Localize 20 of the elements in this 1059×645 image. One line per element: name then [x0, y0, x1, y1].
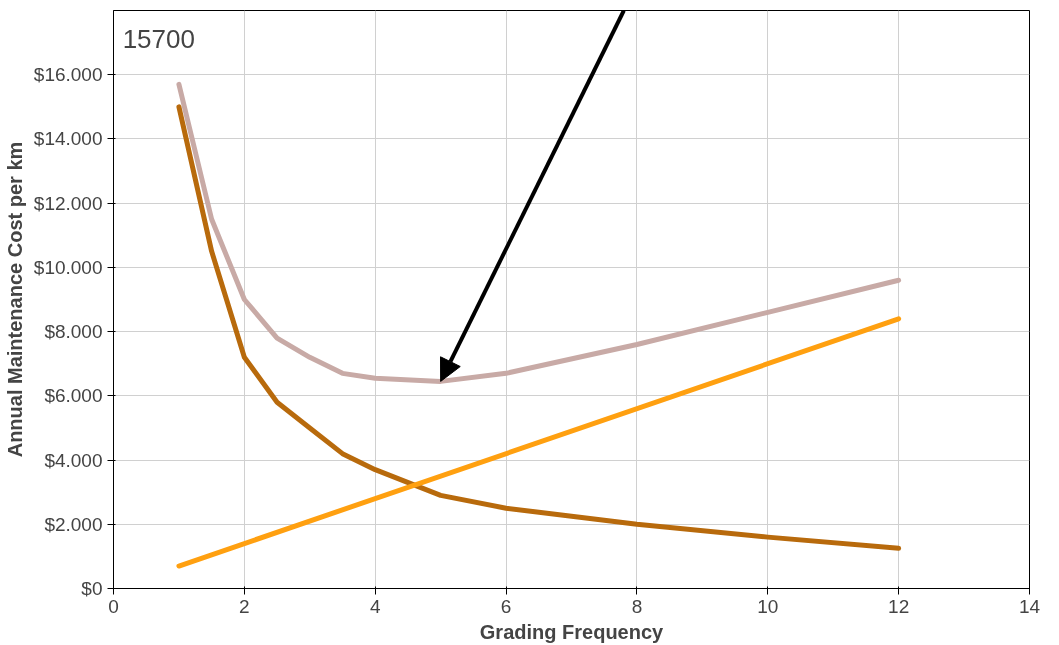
- x-tick-label: 8: [631, 595, 643, 617]
- y-tick-label: $10.000: [33, 256, 103, 278]
- y-tick-label: $14.000: [33, 128, 103, 150]
- y-tick-label: $4.000: [44, 449, 103, 471]
- annotation: 15700: [122, 24, 195, 55]
- y-tick-label: $6.000: [44, 385, 103, 407]
- x-tick-label: 12: [888, 595, 910, 617]
- x-tick-label: 14: [1018, 595, 1041, 617]
- x-tick-label: 2: [239, 595, 250, 617]
- x-tick-label: 4: [369, 595, 381, 617]
- x-tick-label: 6: [500, 595, 512, 617]
- y-tick-label: $2.000: [44, 513, 103, 535]
- y-tick-label: $0: [81, 578, 103, 599]
- y-tick-label: $16.000: [33, 64, 103, 86]
- x-tick-label: 10: [757, 595, 779, 617]
- y-tick-label: $12.000: [33, 192, 103, 214]
- x-tick-label: 0: [108, 595, 119, 617]
- y-axis-title: Annual Maintenance Cost per km: [3, 141, 26, 458]
- y-tick-label: $8.000: [44, 321, 103, 343]
- x-axis-title: Grading Frequency: [479, 620, 665, 643]
